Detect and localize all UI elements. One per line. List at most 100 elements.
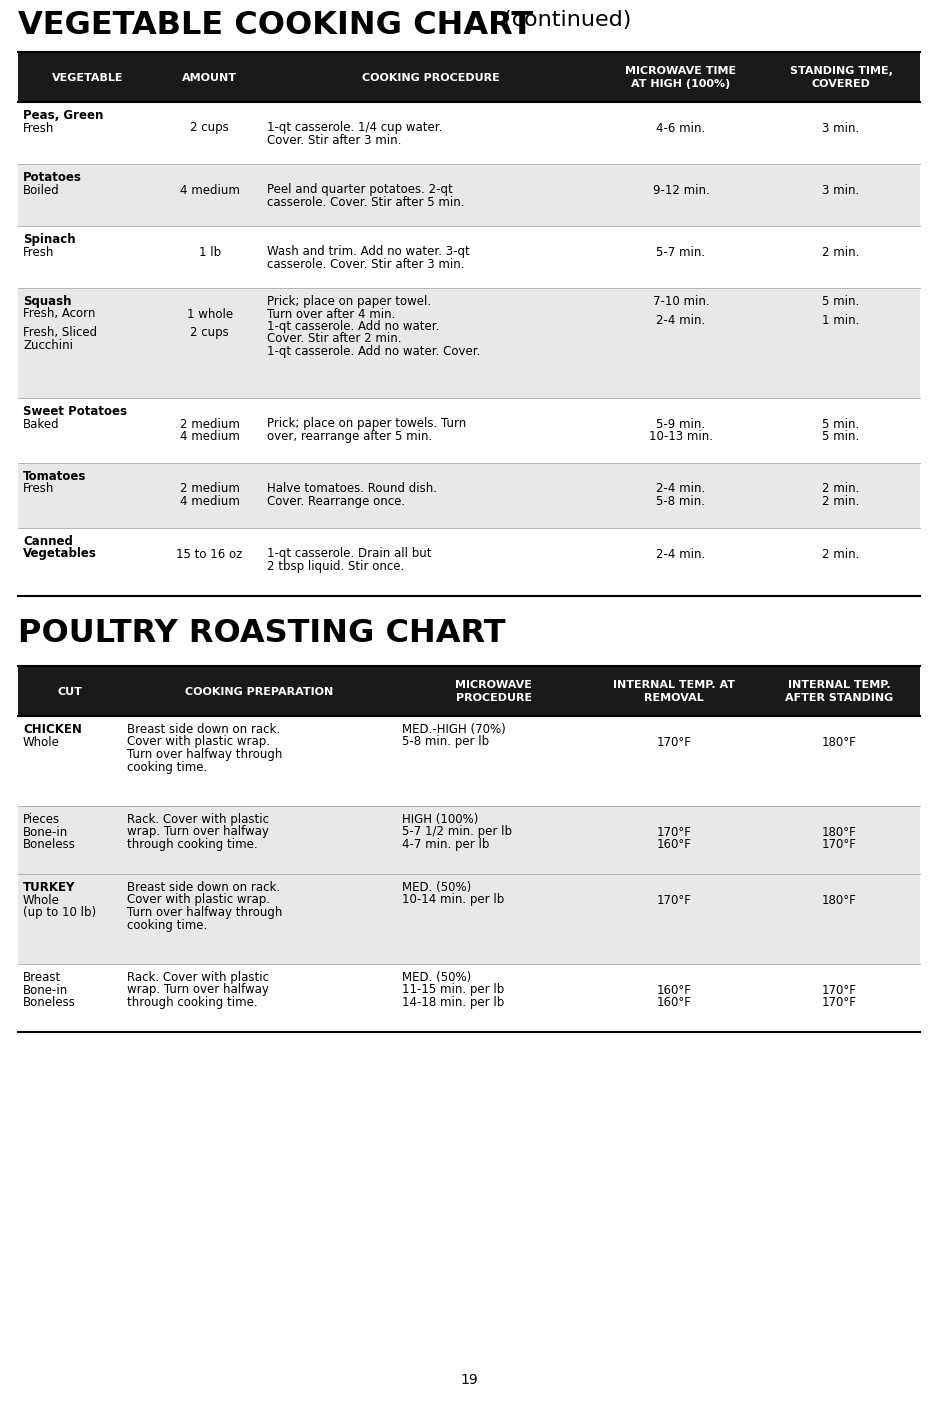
- Text: 170°F: 170°F: [822, 838, 856, 850]
- Text: 2 min.: 2 min.: [823, 245, 860, 259]
- Text: Prick; place on paper towels. Turn: Prick; place on paper towels. Turn: [266, 417, 466, 430]
- Text: MED. (50%): MED. (50%): [401, 971, 471, 983]
- Text: 4 medium: 4 medium: [180, 184, 239, 197]
- Text: Tomatoes: Tomatoes: [23, 470, 86, 483]
- Text: 2 cups: 2 cups: [190, 327, 229, 340]
- Text: 5 min.: 5 min.: [823, 294, 860, 308]
- Text: 1 min.: 1 min.: [823, 314, 860, 327]
- Text: 170°F: 170°F: [657, 825, 691, 839]
- Text: VEGETABLE: VEGETABLE: [53, 72, 124, 82]
- Text: (up to 10 lb): (up to 10 lb): [23, 906, 96, 918]
- Bar: [18, 666, 920, 716]
- Text: Sweet Potatoes: Sweet Potatoes: [23, 405, 127, 417]
- Text: cooking time.: cooking time.: [127, 918, 207, 931]
- Text: COOKING PREPARATION: COOKING PREPARATION: [185, 686, 333, 696]
- Text: 2-4 min.: 2-4 min.: [657, 548, 705, 560]
- Text: COVERED: COVERED: [811, 79, 870, 89]
- Text: Whole: Whole: [23, 736, 60, 749]
- Text: Canned: Canned: [23, 535, 73, 548]
- Text: Turn over halfway through: Turn over halfway through: [127, 906, 282, 918]
- Text: Fresh, Sliced: Fresh, Sliced: [23, 327, 98, 340]
- Text: 180°F: 180°F: [822, 825, 856, 839]
- Bar: [18, 289, 920, 398]
- Text: MED.-HIGH (70%): MED.-HIGH (70%): [401, 723, 506, 736]
- Text: 10-14 min. per lb: 10-14 min. per lb: [401, 893, 504, 907]
- Text: 3 min.: 3 min.: [823, 184, 860, 197]
- Text: 1-qt casserole. 1/4 cup water.: 1-qt casserole. 1/4 cup water.: [266, 122, 442, 134]
- Bar: [18, 226, 920, 289]
- Text: 3 min.: 3 min.: [823, 122, 860, 134]
- Bar: [18, 716, 920, 807]
- Text: cooking time.: cooking time.: [127, 760, 207, 774]
- Text: 1 lb: 1 lb: [199, 245, 220, 259]
- Text: TURKEY: TURKEY: [23, 882, 75, 894]
- Text: Peas, Green: Peas, Green: [23, 109, 103, 122]
- Text: casserole. Cover. Stir after 5 min.: casserole. Cover. Stir after 5 min.: [266, 197, 464, 209]
- Text: over, rearrange after 5 min.: over, rearrange after 5 min.: [266, 430, 431, 443]
- Text: Wash and trim. Add no water. 3-qt: Wash and trim. Add no water. 3-qt: [266, 245, 469, 259]
- Text: 2 tbsp liquid. Stir once.: 2 tbsp liquid. Stir once.: [266, 560, 403, 573]
- Text: Cover with plastic wrap.: Cover with plastic wrap.: [127, 893, 270, 907]
- Text: Rack. Cover with plastic: Rack. Cover with plastic: [127, 814, 268, 826]
- Text: Zucchini: Zucchini: [23, 338, 73, 352]
- Text: Baked: Baked: [23, 417, 60, 430]
- Text: 170°F: 170°F: [822, 996, 856, 1009]
- Text: 11-15 min. per lb: 11-15 min. per lb: [401, 983, 504, 996]
- Text: 4-7 min. per lb: 4-7 min. per lb: [401, 838, 490, 850]
- Bar: [18, 874, 920, 964]
- Text: Fresh: Fresh: [23, 483, 54, 495]
- Text: 160°F: 160°F: [657, 983, 691, 996]
- Text: 14-18 min. per lb: 14-18 min. per lb: [401, 996, 504, 1009]
- Text: Fresh, Acorn: Fresh, Acorn: [23, 307, 96, 321]
- Text: 2 cups: 2 cups: [190, 122, 229, 134]
- Text: 4 medium: 4 medium: [180, 430, 239, 443]
- Text: INTERNAL TEMP. AT: INTERNAL TEMP. AT: [613, 681, 735, 691]
- Bar: [18, 398, 920, 463]
- Text: 170°F: 170°F: [822, 983, 856, 996]
- Text: Cover. Stir after 3 min.: Cover. Stir after 3 min.: [266, 134, 401, 147]
- Text: 9-12 min.: 9-12 min.: [653, 184, 709, 197]
- Text: HIGH (100%): HIGH (100%): [401, 814, 478, 826]
- Bar: [18, 463, 920, 528]
- Bar: [18, 102, 920, 164]
- Text: 5 min.: 5 min.: [823, 417, 860, 430]
- Text: 2-4 min.: 2-4 min.: [657, 314, 705, 327]
- Text: COOKING PROCEDURE: COOKING PROCEDURE: [362, 72, 500, 82]
- Text: through cooking time.: through cooking time.: [127, 838, 257, 850]
- Text: 160°F: 160°F: [657, 996, 691, 1009]
- Text: Cover. Stir after 2 min.: Cover. Stir after 2 min.: [266, 333, 401, 345]
- Text: Halve tomatoes. Round dish.: Halve tomatoes. Round dish.: [266, 483, 436, 495]
- Text: REMOVAL: REMOVAL: [644, 693, 704, 703]
- Text: STANDING TIME,: STANDING TIME,: [790, 67, 893, 76]
- Text: 15 to 16 oz: 15 to 16 oz: [176, 548, 243, 560]
- Text: Prick; place on paper towel.: Prick; place on paper towel.: [266, 294, 431, 308]
- Text: 19: 19: [461, 1373, 477, 1387]
- Text: Peel and quarter potatoes. 2-qt: Peel and quarter potatoes. 2-qt: [266, 184, 452, 197]
- Text: 2-4 min.: 2-4 min.: [657, 483, 705, 495]
- Text: VEGETABLE COOKING CHART: VEGETABLE COOKING CHART: [18, 10, 533, 41]
- Bar: [18, 52, 920, 102]
- Bar: [18, 164, 920, 226]
- Text: Potatoes: Potatoes: [23, 171, 82, 184]
- Text: CUT: CUT: [57, 686, 83, 696]
- Text: POULTRY ROASTING CHART: POULTRY ROASTING CHART: [18, 618, 506, 649]
- Text: Breast side down on rack.: Breast side down on rack.: [127, 882, 280, 894]
- Text: 1-qt casserole. Add no water. Cover.: 1-qt casserole. Add no water. Cover.: [266, 345, 480, 358]
- Text: Turn over after 4 min.: Turn over after 4 min.: [266, 307, 395, 321]
- Text: 1-qt casserole. Drain all but: 1-qt casserole. Drain all but: [266, 548, 431, 560]
- Text: Cover with plastic wrap.: Cover with plastic wrap.: [127, 736, 270, 749]
- Text: 7-10 min.: 7-10 min.: [653, 294, 709, 308]
- Text: 2 medium: 2 medium: [180, 483, 239, 495]
- Text: 5 min.: 5 min.: [823, 430, 860, 443]
- Text: wrap. Turn over halfway: wrap. Turn over halfway: [127, 983, 268, 996]
- Text: 4 medium: 4 medium: [180, 495, 239, 508]
- Text: 5-9 min.: 5-9 min.: [657, 417, 705, 430]
- Text: Bone-in: Bone-in: [23, 825, 68, 839]
- Text: AMOUNT: AMOUNT: [182, 72, 237, 82]
- Text: Spinach: Spinach: [23, 233, 76, 246]
- Text: MED. (50%): MED. (50%): [401, 882, 471, 894]
- Text: 1-qt casserole. Add no water.: 1-qt casserole. Add no water.: [266, 320, 439, 333]
- Text: through cooking time.: through cooking time.: [127, 996, 257, 1009]
- Text: Boiled: Boiled: [23, 184, 60, 197]
- Text: Pieces: Pieces: [23, 814, 60, 826]
